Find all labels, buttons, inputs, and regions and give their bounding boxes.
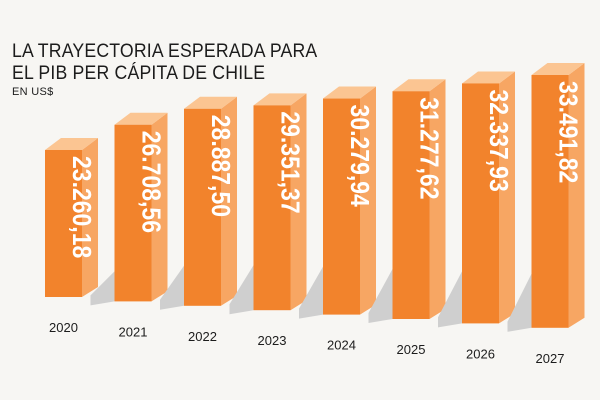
bar-shadow bbox=[507, 273, 532, 332]
bar-top-2024 bbox=[323, 86, 376, 99]
bar-shadow bbox=[160, 265, 184, 310]
bar-shadow bbox=[229, 265, 254, 315]
bar-side-2023 bbox=[290, 93, 307, 311]
bar-top-2027 bbox=[531, 63, 585, 75]
bar-shadow bbox=[368, 269, 393, 323]
chart-title-line-1: LA TRAYECTORIA ESPERADA PARA bbox=[12, 41, 318, 62]
value-label-2020: 23.260,18 bbox=[67, 156, 95, 258]
bar-top-2025 bbox=[392, 79, 446, 92]
bar-shadow bbox=[438, 271, 462, 328]
x-tick-label-2027: 2027 bbox=[536, 351, 565, 366]
bar-2027 bbox=[531, 75, 569, 328]
bar-2021 bbox=[114, 124, 152, 302]
x-tick-label-2025: 2025 bbox=[397, 342, 426, 357]
chart-subtitle: EN US$ bbox=[12, 86, 54, 98]
bar-side-2026 bbox=[499, 71, 515, 324]
bar-side-2022 bbox=[221, 96, 237, 306]
value-label-2021: 26.708,56 bbox=[136, 131, 164, 233]
value-label-2022: 28.887,50 bbox=[206, 115, 234, 217]
bar-2026 bbox=[462, 83, 499, 324]
chart-title-line-2: EL PIB PER CÁPITA DE CHILE bbox=[12, 63, 266, 84]
x-tick-label-2022: 2022 bbox=[188, 329, 217, 344]
bar-top-2022 bbox=[184, 96, 237, 109]
chart-title: LA TRAYECTORIA ESPERADA PARA EL PIB PER … bbox=[12, 41, 317, 85]
bar-side-2021 bbox=[151, 112, 168, 302]
bar-side-2027 bbox=[568, 63, 585, 328]
value-label-2024: 30.279,94 bbox=[345, 105, 373, 208]
value-label-2023: 29.351,37 bbox=[275, 111, 303, 213]
bar-2022 bbox=[184, 108, 221, 306]
bar-side-2020 bbox=[82, 138, 98, 297]
bar-side-2025 bbox=[429, 79, 446, 320]
bar-side-2024 bbox=[360, 86, 376, 315]
value-label-2027: 33.491,82 bbox=[553, 81, 581, 183]
bar-top-2026 bbox=[462, 71, 515, 84]
x-tick-label-2023: 2023 bbox=[258, 333, 287, 348]
x-tick-label-2024: 2024 bbox=[327, 338, 356, 353]
x-tick-label-2021: 2021 bbox=[119, 324, 148, 339]
x-tick-label-2026: 2026 bbox=[466, 346, 495, 361]
bar-2020 bbox=[45, 150, 82, 297]
bar-shadow bbox=[90, 271, 115, 306]
bar-top-2023 bbox=[253, 93, 307, 106]
bar-top-2020 bbox=[45, 138, 98, 150]
bar-2023 bbox=[253, 105, 291, 311]
bar-shadow bbox=[299, 266, 323, 319]
value-label-2025: 31.277,62 bbox=[414, 97, 442, 199]
x-tick-label-2020: 2020 bbox=[49, 320, 78, 335]
bar-top-2021 bbox=[114, 112, 168, 125]
bar-2025 bbox=[392, 91, 430, 320]
bar-2024 bbox=[323, 98, 360, 315]
value-label-2026: 32.337,93 bbox=[484, 89, 512, 191]
